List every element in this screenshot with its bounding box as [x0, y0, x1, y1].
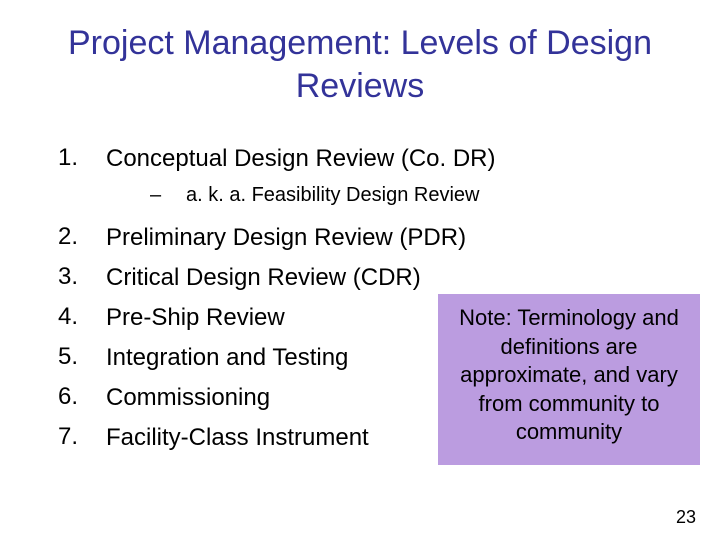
sub-text: a. k. a. Feasibility Design Review: [186, 184, 479, 207]
item-text: Pre-Ship Review: [106, 303, 285, 333]
item-text: Critical Design Review (CDR): [106, 263, 421, 293]
slide-title: Project Management: Levels of Design Rev…: [0, 22, 720, 107]
sub-dash: –: [150, 184, 186, 207]
item-number: 7.: [58, 423, 106, 451]
item-number: 2.: [58, 223, 106, 251]
list-item: 1. Conceptual Design Review (Co. DR): [58, 144, 618, 174]
item-number: 5.: [58, 343, 106, 371]
item-number: 4.: [58, 303, 106, 331]
item-number: 6.: [58, 383, 106, 411]
item-text: Preliminary Design Review (PDR): [106, 223, 466, 253]
page-number: 23: [676, 507, 696, 528]
item-text: Commissioning: [106, 383, 270, 413]
list-item: 2. Preliminary Design Review (PDR): [58, 223, 618, 253]
item-number: 1.: [58, 144, 106, 172]
terminology-note: Note: Terminology and definitions are ap…: [438, 294, 700, 465]
slide: Project Management: Levels of Design Rev…: [0, 0, 720, 540]
item-text: Facility-Class Instrument: [106, 423, 369, 453]
list-item: 3. Critical Design Review (CDR): [58, 263, 618, 293]
item-number: 3.: [58, 263, 106, 291]
item-text: Integration and Testing: [106, 343, 348, 373]
item-text: Conceptual Design Review (Co. DR): [106, 144, 495, 174]
sub-item: – a. k. a. Feasibility Design Review: [150, 184, 618, 207]
